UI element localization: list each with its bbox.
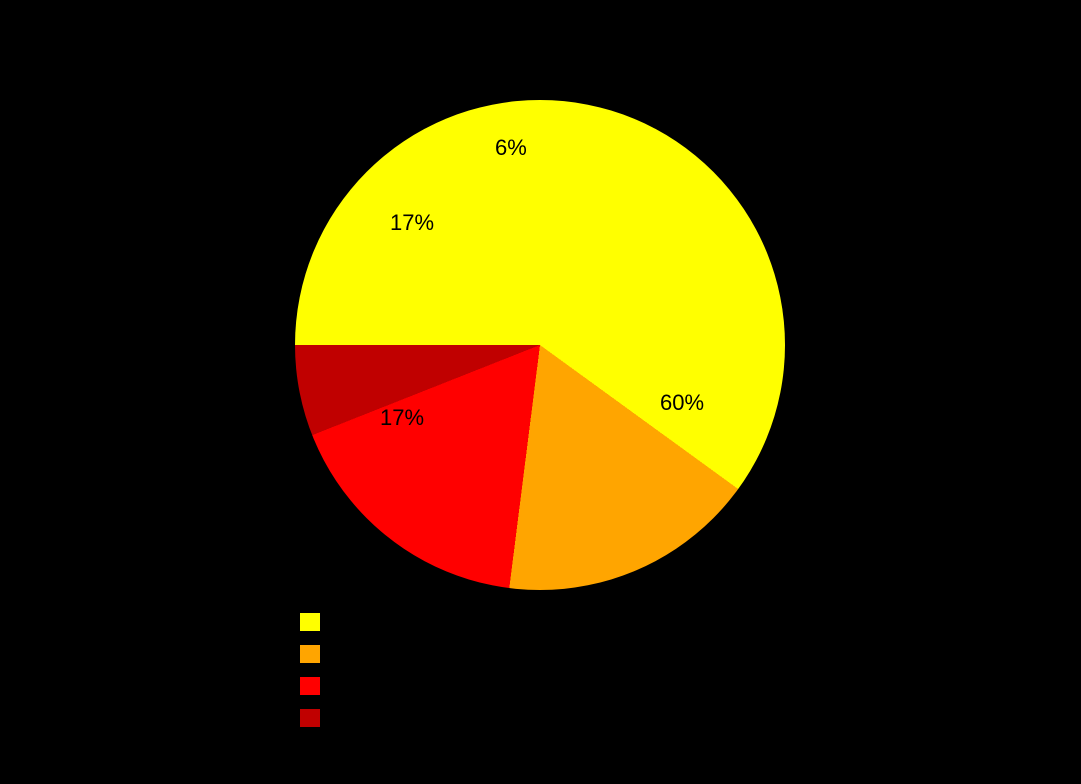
slice-label-3: 6%	[495, 135, 527, 161]
legend	[300, 610, 330, 738]
slice-label-2: 17%	[390, 210, 434, 236]
pie-graphic	[295, 100, 785, 590]
slice-label-0: 60%	[660, 390, 704, 416]
legend-item-2	[300, 674, 330, 698]
pie-chart: 60% 17% 17% 6%	[295, 100, 785, 590]
legend-item-0	[300, 610, 330, 634]
legend-swatch-0	[300, 613, 320, 631]
legend-item-3	[300, 706, 330, 730]
legend-swatch-1	[300, 645, 320, 663]
legend-item-1	[300, 642, 330, 666]
legend-swatch-2	[300, 677, 320, 695]
chart-container: 60% 17% 17% 6%	[0, 0, 1081, 784]
legend-swatch-3	[300, 709, 320, 727]
slice-label-1: 17%	[380, 405, 424, 431]
